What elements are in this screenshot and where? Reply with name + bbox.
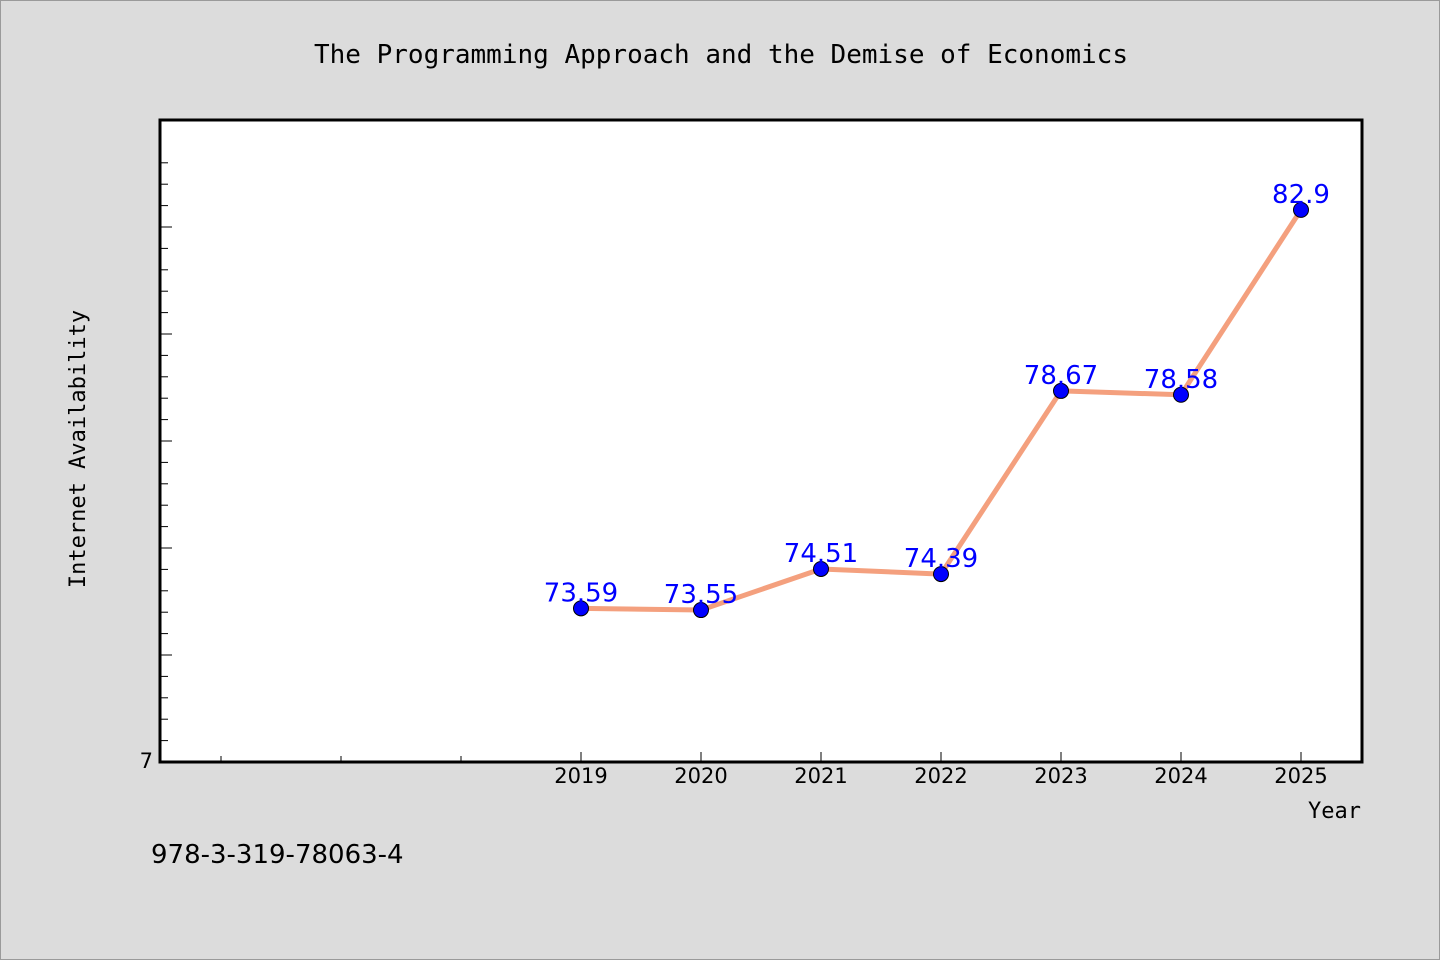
x-axis-ticks [220,752,1302,762]
data-label: 73.59 [544,578,618,608]
data-point [1293,201,1309,218]
x-axis-tick-label: 2020 [674,764,727,788]
y-axis-label: Internet Availability [66,310,91,588]
x-axis-tick-label: 2024 [1154,764,1207,788]
plot-area [158,118,1364,764]
data-label: 74.51 [784,539,858,569]
x-axis-tick-label: 2025 [1274,764,1327,788]
data-label: 82.9 [1272,180,1330,210]
x-axis-label: Year [1308,799,1361,824]
data-point [693,602,709,619]
x-axis-tick-label: 2023 [1034,764,1087,788]
series-layer: 73.59 73.55 74.51 74.39 78.67 78.58 82.9 [544,180,1330,619]
isbn-text: 978-3-319-78063-4 [151,840,404,870]
data-point [573,600,589,617]
x-axis-tick-label: 2022 [914,764,967,788]
data-point [1053,382,1069,399]
x-axis-tick-labels: 2019 2020 2021 2022 2023 2024 2025 [554,764,1327,788]
chart-title: The Programming Approach and the Demise … [314,40,1128,70]
data-point [813,560,829,577]
data-label: 78.67 [1024,361,1098,391]
y-axis-ticks [160,162,172,742]
x-axis-tick-label: 2021 [794,764,847,788]
data-point [1173,386,1189,403]
data-label: 78.58 [1144,365,1218,395]
data-label: 74.39 [904,544,978,574]
y-axis-tick-label: 7 [140,749,153,773]
data-label: 73.55 [664,580,738,610]
x-axis-tick-label: 2019 [554,764,607,788]
data-point [933,566,949,583]
